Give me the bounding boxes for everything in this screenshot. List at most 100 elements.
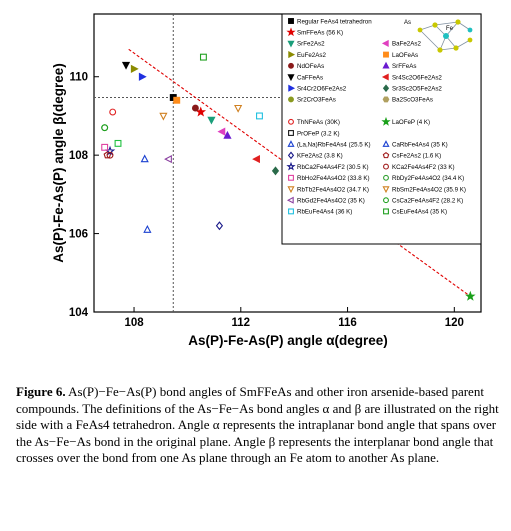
- legend-marker: [382, 84, 390, 93]
- tetrahedron-inset: As Fe: [404, 19, 473, 53]
- legend-label: SmFFeAs (56 K): [297, 30, 343, 37]
- data-point: [199, 53, 207, 61]
- legend-label: (La,Na)RbFe4As4 (25.5 K): [297, 142, 371, 149]
- scatter-chart: 108 112 116 120 104 106 108 110 As(P)-Fe-As(P) …: [51, 13, 482, 348]
- legend-label: Regular FeAs4 tetrahedron: [297, 18, 372, 25]
- legend-marker: [383, 51, 389, 58]
- legend-marker: [381, 73, 389, 81]
- legend-label: SrFFeAs: [392, 63, 416, 70]
- data-point: [106, 151, 114, 159]
- legend-marker: [286, 196, 294, 204]
- legend-marker: [381, 116, 391, 126]
- legend-marker: [382, 151, 390, 159]
- data-point: [217, 127, 226, 136]
- data-point: [103, 151, 112, 159]
- legend-marker: [382, 96, 390, 103]
- legend-marker: [383, 197, 389, 204]
- legend-marker: [287, 186, 295, 194]
- data-point: [465, 290, 476, 301]
- legend-label: PrOFeP (3.2 K): [297, 130, 340, 137]
- legend-marker: [382, 140, 390, 147]
- legend-label: KFe2As2 (3.8 K): [297, 153, 343, 160]
- legend-label: CsEuFe4As4 (35 K): [392, 209, 447, 216]
- data-point: [130, 64, 139, 73]
- legend-label: CaRbFe4As4 (35 K): [392, 142, 448, 149]
- legend-marker: [288, 130, 294, 136]
- x-tick-label: 120: [445, 317, 464, 329]
- inset-atoms: [417, 19, 473, 53]
- data-point: [191, 104, 199, 112]
- figure-caption-text: As(P)−Fe−As(P) bond angles of SmFFeAs an…: [16, 384, 499, 466]
- legend-label: RbHo2Fe4As4O2 (33.8 K): [297, 175, 370, 182]
- legend-label: Sr4Sc2O6Fe2As2: [392, 74, 442, 81]
- legend-label: LaOFeAs: [392, 52, 418, 59]
- legend-label: RbSm2Fe4As4O2 (35.9 K): [392, 186, 466, 193]
- data-point: [215, 221, 224, 231]
- legend-marker: [287, 74, 295, 82]
- legend-box: [281, 13, 482, 245]
- legend-marker: [288, 62, 294, 69]
- legend-label: CaFFeAs: [297, 74, 323, 81]
- legend-label: Sr4Cr2O6Fe2As2: [297, 86, 347, 93]
- legend-label: CsFe2As2 (1.6 K): [392, 153, 441, 160]
- legend-label: RbGd2Fe4As4O2 (35 K): [297, 198, 365, 205]
- legend-marker: [288, 208, 294, 215]
- legend-label: Sr2CrO3FeAs: [297, 97, 336, 104]
- data-point: [138, 72, 147, 81]
- data-point: [252, 154, 260, 164]
- y-tick-label: 104: [69, 307, 89, 319]
- legend-label: RbCa2Fe4As4F2 (30.5 K): [297, 164, 369, 171]
- legend-marker: [287, 151, 295, 160]
- data-point: [140, 154, 149, 163]
- legend-marker: [381, 39, 389, 47]
- y-tick-label: 106: [69, 229, 88, 241]
- legend-label: Ba2ScO3FeAs: [392, 97, 433, 104]
- x-tick-label: 108: [124, 317, 144, 329]
- legend-label: CsCa2Fe4As4F2 (28.2 K): [392, 198, 463, 205]
- data-point: [256, 112, 263, 120]
- data-point: [101, 124, 109, 132]
- legend-label: KCa2Fe4As4F2 (33 K): [392, 164, 455, 171]
- inset-label-as: As: [404, 20, 411, 26]
- x-tick-label: 116: [338, 317, 357, 329]
- legend-marker: [383, 208, 389, 215]
- data-point: [271, 166, 280, 176]
- legend-label: NdOFeAs: [297, 63, 324, 70]
- legend-label: ThNFeAs (30K): [297, 119, 340, 126]
- data-point: [223, 130, 232, 139]
- data-point: [173, 96, 181, 104]
- figure-label: Figure 6.: [16, 384, 66, 399]
- legend-marker: [288, 118, 294, 125]
- legend-label: RbTb2Fe4As4O2 (34.7 K): [297, 186, 369, 193]
- legend-marker: [383, 174, 389, 181]
- data-point: [195, 106, 207, 117]
- x-tick-label: 112: [232, 317, 251, 329]
- y-tick-label: 110: [69, 72, 88, 84]
- data-point: [159, 112, 168, 121]
- legend-marker: [288, 84, 296, 92]
- data-point: [143, 224, 152, 233]
- legend-label: BaFe2As2: [392, 41, 421, 48]
- legend-label: SrFe2As2: [297, 41, 325, 48]
- data-point: [234, 104, 243, 113]
- data-point: [207, 116, 216, 125]
- axis-ticks: 108 112 116 120 104 106 108 110: [69, 72, 464, 329]
- data-point: [109, 108, 117, 116]
- legend-marker: [382, 186, 390, 194]
- legend-label: Sr3Sc2O5Fe2As2: [392, 86, 442, 93]
- y-tick-label: 108: [69, 150, 89, 162]
- figure-caption: Figure 6. As(P)−Fe−As(P) bond angles of …: [16, 384, 500, 467]
- legend: Regular FeAs4 tetrahedron SmFFeAs (56 K) S…: [281, 13, 482, 245]
- legend-marker: [382, 61, 390, 69]
- y-axis-label: As(P)-Fe-As(P) angle β(degree): [51, 63, 66, 263]
- legend-marker: [288, 96, 294, 103]
- legend-marker: [383, 163, 389, 170]
- legend-marker: [286, 27, 296, 37]
- x-axis-label: As(P)-Fe-As(P) angle α(degree): [188, 333, 388, 348]
- data-point: [114, 139, 122, 147]
- legend-marker: [288, 51, 296, 59]
- legend-marker: [287, 140, 295, 147]
- legend-label: RbEuFe4As4 (36 K): [297, 209, 352, 216]
- legend-marker: [286, 161, 296, 171]
- data-point: [121, 61, 131, 70]
